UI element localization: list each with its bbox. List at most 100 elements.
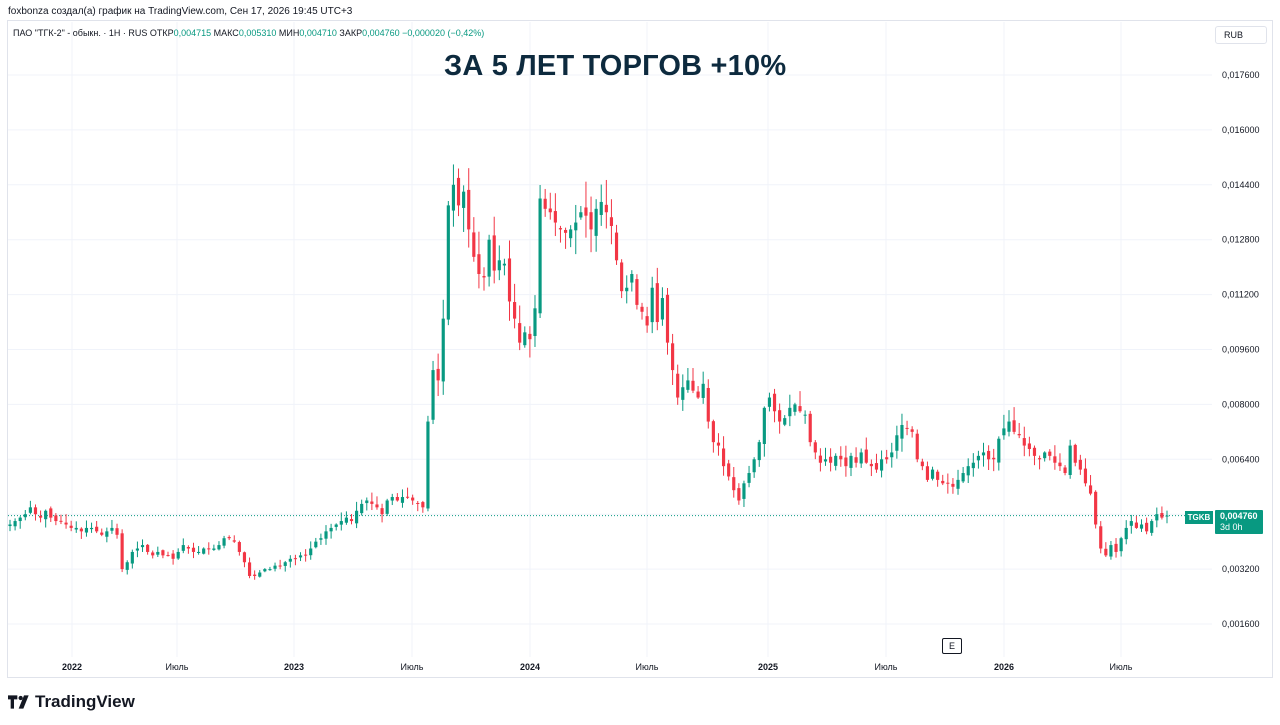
candle-body[interactable] — [691, 380, 695, 391]
candle-body[interactable] — [304, 554, 308, 556]
candle-body[interactable] — [217, 545, 221, 550]
candle-body[interactable] — [574, 222, 578, 231]
candle-body[interactable] — [803, 414, 807, 416]
candle-body[interactable] — [380, 508, 384, 515]
candle-body[interactable] — [33, 507, 38, 515]
candle-body[interactable] — [334, 524, 338, 527]
candle-body[interactable] — [1114, 543, 1118, 552]
candle-body[interactable] — [747, 473, 751, 483]
candle-body[interactable] — [502, 263, 506, 266]
candle-body[interactable] — [258, 572, 262, 577]
candle-body[interactable] — [971, 462, 975, 469]
candle-body[interactable] — [1129, 521, 1133, 526]
candle-body[interactable] — [400, 497, 405, 503]
candle-body[interactable] — [140, 545, 145, 548]
candle-body[interactable] — [528, 333, 532, 340]
candle-body[interactable] — [879, 459, 884, 471]
candle-body[interactable] — [1053, 456, 1057, 463]
candle-body[interactable] — [237, 542, 241, 552]
candle-body[interactable] — [482, 276, 486, 278]
candle-body[interactable] — [253, 574, 257, 576]
candle-body[interactable] — [39, 515, 43, 518]
candle-body[interactable] — [569, 229, 573, 239]
candle-body[interactable] — [783, 418, 787, 425]
candle-body[interactable] — [936, 471, 940, 480]
candle-body[interactable] — [1078, 459, 1082, 470]
candle-body[interactable] — [1109, 545, 1113, 557]
candle-body[interactable] — [28, 507, 32, 513]
candle-body[interactable] — [1007, 421, 1011, 432]
candle-body[interactable] — [329, 527, 333, 532]
candle-body[interactable] — [1058, 462, 1062, 467]
candle-body[interactable] — [120, 533, 124, 570]
candle-body[interactable] — [446, 205, 450, 320]
candle-body[interactable] — [798, 406, 802, 412]
candle-body[interactable] — [1017, 433, 1021, 436]
candle-body[interactable] — [130, 551, 134, 564]
candle-body[interactable] — [599, 201, 603, 215]
candle-body[interactable] — [197, 551, 201, 553]
candle-body[interactable] — [538, 198, 542, 314]
candle-body[interactable] — [614, 232, 619, 261]
candle-body[interactable] — [360, 503, 364, 514]
candle-body[interactable] — [105, 531, 109, 537]
candle-body[interactable] — [456, 177, 461, 206]
candle-body[interactable] — [650, 287, 654, 323]
candle-body[interactable] — [390, 497, 394, 501]
candle-body[interactable] — [156, 551, 160, 555]
candle-body[interactable] — [849, 455, 853, 468]
candle-body[interactable] — [589, 212, 593, 230]
earnings-event-badge[interactable]: E — [942, 638, 962, 654]
candle-body[interactable] — [930, 469, 935, 479]
candle-body[interactable] — [620, 262, 624, 292]
candle-body[interactable] — [467, 189, 471, 230]
candle-body[interactable] — [961, 473, 965, 482]
candle-body[interactable] — [533, 308, 537, 337]
candle-body[interactable] — [808, 413, 812, 443]
candle-body[interactable] — [319, 538, 323, 540]
candle-body[interactable] — [1048, 451, 1052, 456]
candle-body[interactable] — [518, 323, 522, 343]
candle-body[interactable] — [1099, 526, 1103, 549]
candle-body[interactable] — [49, 508, 53, 518]
candle-body[interactable] — [1150, 521, 1154, 533]
candle-body[interactable] — [370, 501, 374, 504]
candle-body[interactable] — [1160, 513, 1164, 518]
candle-body[interactable] — [523, 332, 527, 346]
candle-body[interactable] — [64, 522, 68, 525]
candle-body[interactable] — [161, 550, 165, 556]
candle-body[interactable] — [1083, 468, 1088, 484]
candle-body[interactable] — [278, 565, 282, 567]
candle-body[interactable] — [44, 510, 48, 520]
candle-body[interactable] — [344, 517, 348, 523]
candle-body[interactable] — [584, 207, 588, 216]
candle-body[interactable] — [84, 527, 89, 533]
candle-body[interactable] — [100, 532, 104, 535]
candle-body[interactable] — [1032, 447, 1037, 456]
candle-body[interactable] — [191, 547, 196, 552]
candle-body[interactable] — [823, 459, 828, 462]
candle-body[interactable] — [579, 212, 583, 218]
candle-body[interactable] — [497, 260, 501, 271]
candle-body[interactable] — [405, 496, 410, 498]
candle-body[interactable] — [95, 526, 99, 532]
candle-body[interactable] — [298, 555, 303, 558]
candle-body[interactable] — [869, 463, 873, 467]
candle-body[interactable] — [793, 404, 797, 412]
candle-body[interactable] — [987, 450, 991, 460]
candle-body[interactable] — [686, 380, 690, 390]
candle-body[interactable] — [635, 279, 639, 305]
candle-body[interactable] — [1073, 444, 1077, 463]
candle-body[interactable] — [594, 208, 598, 236]
candle-body[interactable] — [146, 544, 150, 552]
candle-body[interactable] — [665, 294, 670, 343]
candle-body[interactable] — [355, 510, 359, 524]
candle-body[interactable] — [247, 562, 252, 576]
candle-body[interactable] — [309, 548, 313, 556]
candle-body[interactable] — [212, 548, 216, 550]
candle-body[interactable] — [507, 258, 512, 302]
candle-body[interactable] — [981, 452, 986, 456]
candle-body[interactable] — [23, 514, 27, 518]
candle-body[interactable] — [385, 500, 389, 514]
candle-body[interactable] — [1104, 548, 1108, 556]
